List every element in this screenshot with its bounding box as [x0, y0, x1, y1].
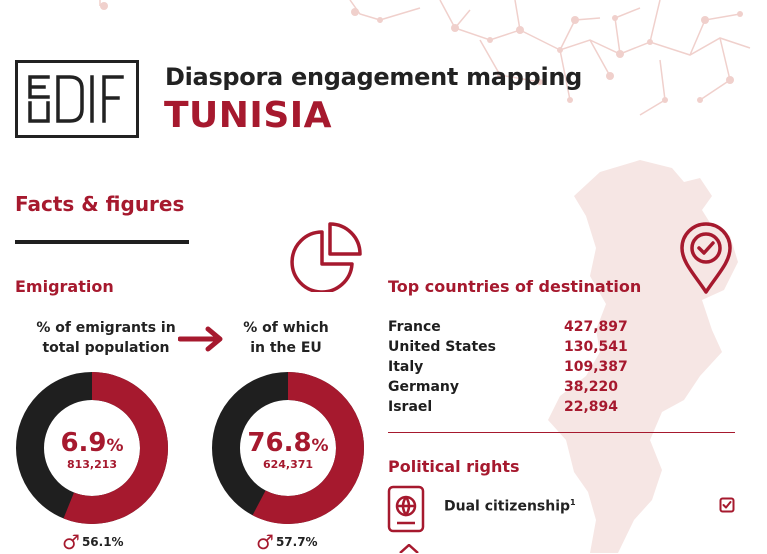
total-caption-line1: % of emigrants in [36, 320, 176, 336]
destinations-table: France 427,897 United States 130,541 Ita… [388, 317, 628, 417]
table-row: Israel 22,894 [388, 397, 628, 417]
destination-country: United States [388, 339, 496, 355]
destinations-heading: Top countries of destination [388, 277, 642, 296]
destination-country: France [388, 319, 441, 335]
destinations-divider [388, 432, 735, 433]
donut-chart-total [16, 372, 168, 524]
destination-value: 130,541 [564, 339, 628, 355]
dual-citizenship-label: Dual citizenship1 [444, 498, 576, 515]
donut-eu-value: 76.8 [247, 428, 312, 458]
donut-total-label: 6.9% 813,213 [14, 428, 170, 471]
destination-value: 109,387 [564, 359, 628, 375]
section-title: Facts & figures [15, 192, 185, 216]
country-name: TUNISIA [164, 95, 332, 136]
donut-eu-ring-segment [212, 372, 364, 524]
destination-country: Italy [388, 359, 424, 375]
donut-total-ring-segment [16, 372, 168, 524]
table-row: Italy 109,387 [388, 357, 628, 377]
table-row: Germany 38,220 [388, 377, 628, 397]
male-share-eu-value: 57.7% [275, 535, 318, 549]
page-title: Diaspora engagement mapping [165, 63, 583, 91]
destination-value: 22,894 [564, 399, 619, 415]
male-share-total-value: 56.1% [81, 535, 124, 549]
male-share-total: ♂ 56.1% [62, 530, 124, 554]
footnote-marker: 1 [570, 498, 576, 507]
male-symbol-icon: ♂ [256, 530, 274, 554]
donut-eu-count: 624,371 [262, 458, 314, 471]
donut-total-value: 6.9 [60, 428, 107, 458]
destination-value: 38,220 [564, 379, 619, 395]
destination-country: Israel [388, 399, 433, 415]
political-rights-heading: Political rights [388, 457, 520, 476]
total-caption: % of emigrants in total population [15, 318, 197, 358]
eu-caption-line2: in the EU [250, 340, 322, 356]
total-caption-line2: total population [42, 340, 170, 356]
donut-total-percent: 6.9% [14, 428, 170, 458]
table-row: United States 130,541 [388, 337, 628, 357]
donut-chart-eu [212, 372, 364, 524]
eudif-logo [15, 60, 139, 138]
section-divider [15, 240, 189, 244]
destination-value: 427,897 [564, 319, 628, 335]
donut-eu-unit: % [311, 436, 329, 456]
dual-citizenship-text: Dual citizenship [444, 498, 571, 515]
destination-country: Germany [388, 379, 460, 395]
arrow-right-icon [178, 326, 223, 352]
emigration-heading: Emigration [15, 277, 114, 296]
checkbox-icon [719, 497, 735, 513]
male-symbol-icon: ♂ [62, 530, 80, 554]
table-row: France 427,897 [388, 317, 628, 337]
donut-eu-percent: 76.8% [210, 428, 366, 458]
donut-total-count: 813,213 [66, 458, 118, 471]
donut-total-unit: % [106, 436, 124, 456]
donut-eu-label: 76.8% 624,371 [210, 428, 366, 471]
location-check-icon [680, 222, 732, 294]
vote-icon [399, 544, 419, 553]
pie-chart-icon [290, 222, 362, 292]
passport-icon [387, 485, 425, 533]
male-share-eu: ♂ 57.7% [256, 530, 318, 554]
eu-caption: % of which in the EU [200, 318, 372, 358]
eu-caption-line1: % of which [243, 320, 329, 336]
